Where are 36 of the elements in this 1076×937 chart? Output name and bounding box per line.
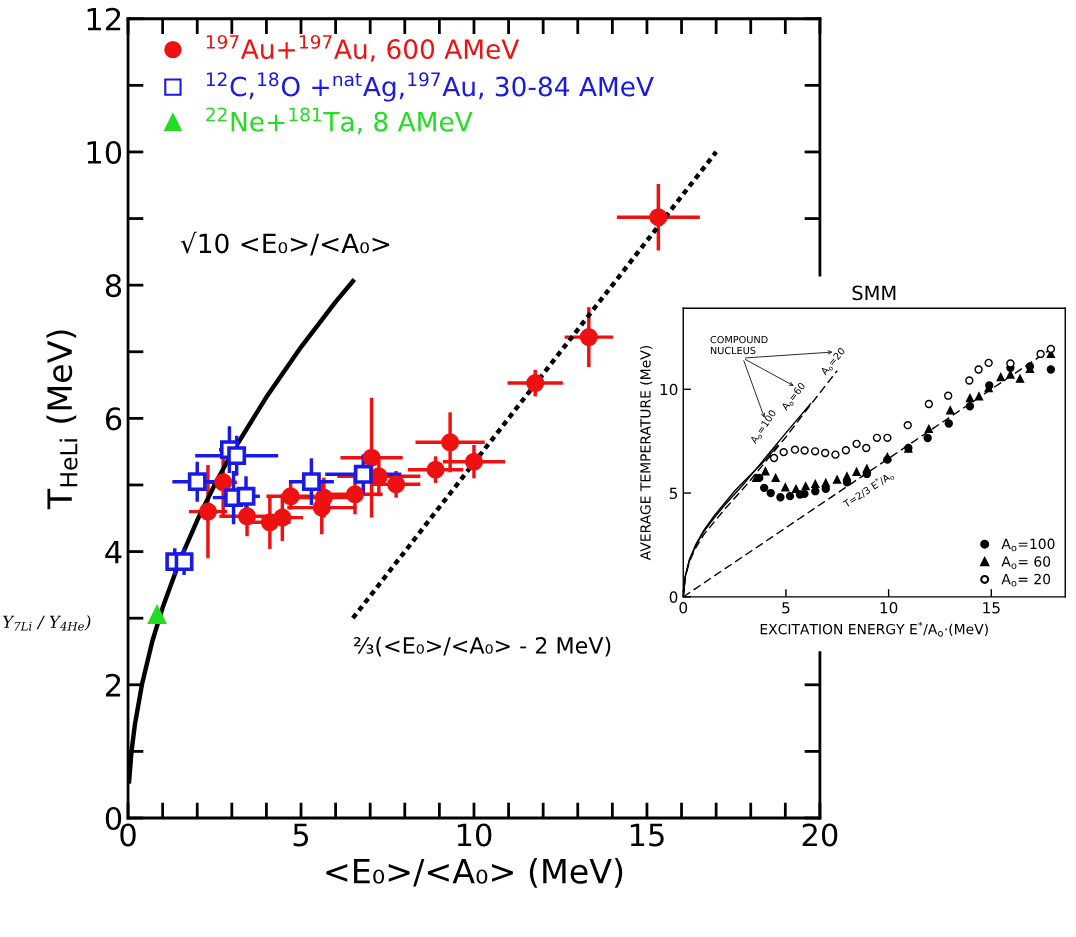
annotation: √10 <E₀>/<A₀> xyxy=(180,231,390,256)
y-axis-title: T$_{HeLi}$ (MeV) xyxy=(46,330,78,510)
x-tick-label: 15 xyxy=(983,602,1000,614)
x-tick-label: 0 xyxy=(679,602,688,614)
x-tick-label: 5 xyxy=(782,602,790,614)
y-tick-label: 0 xyxy=(669,591,678,603)
annotation: T=2/3 E$^{*}$/A$_{o}$ xyxy=(841,469,895,510)
y-tick-label: 5 xyxy=(669,487,678,500)
x-tick-label: 15 xyxy=(630,823,664,847)
legend-label: $^{22}$Ne+$^{181}$Ta, 8 AMeV xyxy=(206,107,473,135)
text: Y$_{7Li}$ / Y$_{4He}$) xyxy=(2,615,91,631)
x-tick-label: 5 xyxy=(293,823,309,847)
annotation: COMPOUND NUCLEUS xyxy=(710,335,768,355)
chart-title: SMM xyxy=(852,285,896,301)
y-tick-label: 4 xyxy=(105,540,122,564)
x-tick-label: 10 xyxy=(457,823,492,847)
legend-label: $^{12}$C,$^{18}$O +$^{nat}$Ag,$^{197}$Au, 30-84 AMeV xyxy=(206,72,654,102)
y-axis-title: AVERAGE TEMPERATURE (MeV) xyxy=(639,346,653,561)
annotation: A$_{o}$=20 xyxy=(819,347,847,377)
y-tick-label: 12 xyxy=(87,7,121,31)
annotation: A$_{o}$=100 xyxy=(749,409,778,446)
y-tick-label: 10 xyxy=(660,383,678,396)
x-tick-label: 20 xyxy=(802,823,838,847)
x-axis-title: <E₀>/<A₀> (MeV) xyxy=(326,858,623,888)
legend-label: A$_{o}$=100 xyxy=(1001,538,1055,552)
y-tick-label: 2 xyxy=(105,673,121,697)
legend-label: $^{197}$Au+$^{197}$Au, 600 AMeV xyxy=(206,34,520,62)
legend-label: A$_{o}$= 60 xyxy=(1001,556,1051,569)
x-tick-label: 10 xyxy=(880,602,898,614)
legend-label: A$_{o}$= 20 xyxy=(1001,573,1051,587)
y-tick-label: 6 xyxy=(105,407,122,431)
y-tick-label: 10 xyxy=(87,140,122,164)
y-tick-label: 8 xyxy=(105,274,122,298)
x-axis-title: EXCITATION ENERGY E$^{*}$/A$_{o}$·(MeV) xyxy=(760,621,988,637)
annotation: ⅔(<E₀>/<A₀> - 2 MeV) xyxy=(353,636,611,657)
annotation: A$_{o}$=60 xyxy=(780,381,807,412)
